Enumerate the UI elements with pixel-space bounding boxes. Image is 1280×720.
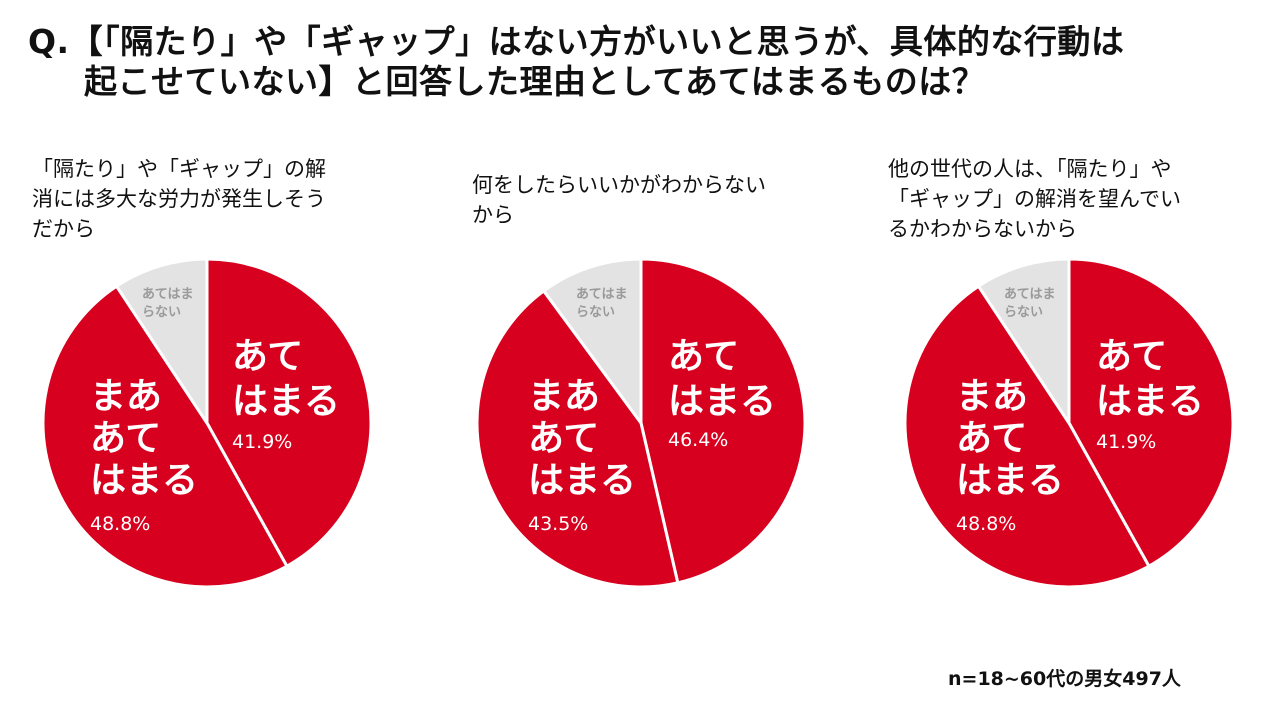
chart-3-question: 他の世代の人は、「隔たり」や 「ギャップ」の解消を望んでい るかわからないから — [888, 154, 1248, 244]
chart-2-question-line: 何をしたらいいかがわからない — [472, 173, 766, 197]
label-atehamaru-line-2: はまる — [1096, 381, 1204, 422]
label-atehamaru-line-2: はまる — [668, 381, 776, 422]
label-atehamaru-line-1: あて — [232, 336, 303, 377]
label-maa-atehamaru-line-3: はまる — [528, 460, 636, 501]
value-atehamaru: 41.9% — [1096, 431, 1156, 453]
label-maa-atehamaru-line-1: まあ — [90, 376, 162, 417]
label-maa-atehamaru-line-2: あて — [528, 418, 599, 459]
title-line-1: Q.【「隔たり」や「ギャップ」はない方がいいと思うが、具体的な行動は — [28, 22, 1125, 61]
value-atehamaru: 41.9% — [232, 431, 292, 453]
label-atehamaranai-line-1: あてはま — [1004, 287, 1055, 302]
sample-size-footnote: n=18~60代の男女497人 — [948, 668, 1181, 690]
slice-atehamaru — [1067, 257, 1235, 568]
chart-3-question-line: 「ギャップ」の解消を望んでい — [888, 187, 1181, 211]
slice-maa-atehamaru — [475, 289, 680, 589]
label-maa-atehamaru-line-2: あて — [90, 418, 161, 459]
label-atehamaranai-line-2: らない — [1004, 305, 1043, 320]
slice-atehamaru — [205, 257, 373, 568]
label-atehamaru-line-1: あて — [1096, 336, 1167, 377]
slice-maa-atehamaru — [41, 284, 289, 589]
label-maa-atehamaru-line-1: まあ — [528, 376, 600, 417]
chart-3-question-line: 他の世代の人は、「隔たり」や — [888, 157, 1172, 181]
chart-3-question-line: るかわからないから — [888, 217, 1077, 241]
value-maa-atehamaru: 48.8% — [956, 513, 1016, 535]
value-maa-atehamaru: 43.5% — [528, 513, 588, 535]
label-atehamaranai-line-2: らない — [576, 305, 615, 320]
title-line-2: 起こせていない】と回答した理由としてあてはまるものは？ — [84, 62, 986, 101]
label-atehamaru-line-1: あて — [668, 336, 739, 377]
pie-chart-2: あて はまる 46.4% まあ あて はまる 43.5% あてはま らない — [475, 257, 807, 589]
chart-1-question: 「隔たり」や「ギャップ」の解 消には多大な労力が発生しそう だから — [32, 154, 392, 244]
label-maa-atehamaru-line-3: はまる — [90, 460, 198, 501]
label-atehamaranai-line-1: あてはま — [142, 287, 193, 302]
chart-2-question-line: から — [472, 203, 514, 227]
label-atehamaranai-line-1: あてはま — [576, 287, 627, 302]
slice-maa-atehamaru — [903, 284, 1151, 589]
chart-1-question-line: 消には多大な労力が発生しそう — [32, 187, 326, 211]
value-maa-atehamaru: 48.8% — [90, 513, 150, 535]
chart-1-question-line: だから — [32, 217, 95, 241]
slice-atehamaranai — [115, 257, 209, 425]
label-atehamaranai-line-2: らない — [142, 305, 181, 320]
value-atehamaru: 46.4% — [668, 429, 728, 451]
chart-2-question: 何をしたらいいかがわからない から — [472, 170, 832, 230]
label-maa-atehamaru-line-1: まあ — [956, 376, 1028, 417]
slice-atehamaranai — [977, 257, 1071, 425]
label-atehamaru-line-2: はまる — [232, 381, 340, 422]
pie-chart-1: あて はまる 41.9% まあ あて はまる 48.8% あてはま らない — [41, 257, 373, 589]
label-maa-atehamaru-line-2: あて — [956, 418, 1027, 459]
page-title: Q.【「隔たり」や「ギャップ」はない方がいいと思うが、具体的な行動は 起こせてい… — [28, 22, 1258, 102]
pie-chart-3: あて はまる 41.9% まあ あて はまる 48.8% あてはま らない — [903, 257, 1235, 589]
slice-atehamaru — [639, 257, 807, 585]
slice-atehamaranai — [542, 257, 643, 425]
chart-1-question-line: 「隔たり」や「ギャップ」の解 — [32, 157, 326, 181]
label-maa-atehamaru-line-3: はまる — [956, 460, 1064, 501]
